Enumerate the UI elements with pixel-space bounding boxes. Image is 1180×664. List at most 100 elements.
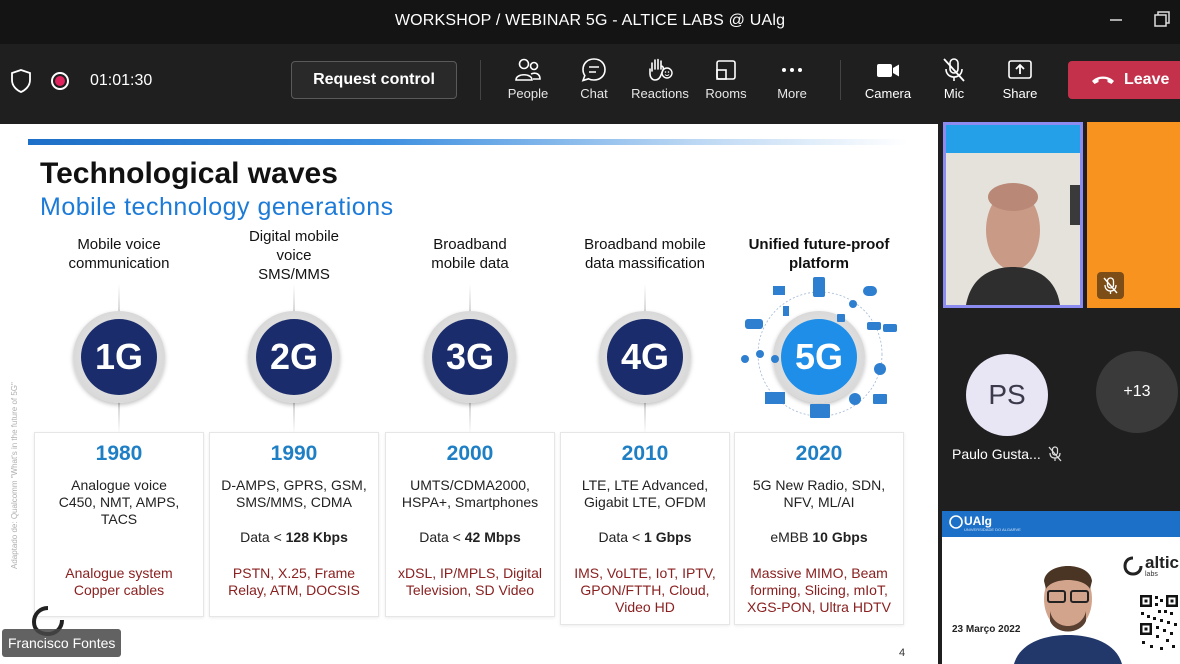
shield-icon[interactable] [10, 69, 32, 98]
generation-label: 4G [607, 319, 683, 395]
generation-tech: SMS/MMS, CDMA [236, 494, 352, 510]
event-date: 23 Março 2022 [952, 624, 1021, 635]
window-titlebar: WORKSHOP / WEBINAR 5G - ALTICE LABS @ UA… [0, 0, 1180, 44]
share-button[interactable]: Share [987, 56, 1053, 108]
generation-infra: Massive MIMO, Beam [750, 565, 888, 581]
toolbar-divider [840, 60, 841, 100]
presenter-video-tile[interactable]: UAlg UNIVERSIDADE DO ALGARVE 23 Março 20… [942, 511, 1180, 664]
generation-tech: D-AMPS, GPRS, GSM, [221, 477, 367, 493]
network-node-icon [771, 355, 779, 363]
data-rate-value: 10 Gbps [812, 529, 868, 545]
5g-usecase-icons [741, 277, 897, 418]
generation-tech: C450, NMT, AMPS, [58, 494, 180, 510]
chat-button[interactable]: Chat [561, 56, 627, 108]
generation-column-1g: Mobile voice communication 1G 1980 Analo… [34, 124, 204, 664]
presenter-video-feed-icon [1014, 566, 1122, 664]
generation-card [734, 432, 904, 625]
participant-video-feed-icon [946, 125, 1080, 305]
people-button[interactable]: People [495, 56, 561, 108]
altice-logo-icon [1123, 556, 1143, 576]
rooms-button[interactable]: Rooms [693, 56, 759, 108]
generation-data-rate: Data < 1 Gbps [560, 529, 730, 546]
column-heading: Broadband mobile [584, 236, 706, 253]
mic-off-icon [1097, 272, 1124, 299]
display-icon [873, 394, 887, 404]
camera-label: Camera [864, 86, 912, 101]
generation-column-3g: Broadband mobile data 3G 2000 UMTS/CDMA2… [385, 124, 555, 664]
ualg-logo-icon [949, 515, 963, 529]
altice-brand: altic [1145, 553, 1180, 572]
column-heading: data massification [584, 255, 706, 272]
robot-icon [874, 363, 886, 375]
toolbar-divider [480, 60, 481, 100]
mic-button[interactable]: Mic [921, 56, 987, 108]
column-heading: voice [276, 247, 312, 264]
generation-infra: Analogue system [65, 565, 173, 581]
generation-year: 1990 [270, 442, 318, 465]
rooms-label: Rooms [705, 86, 747, 101]
more-icon [759, 56, 825, 84]
generation-column-5g: Unified future-proof platform 5G 2020 5G… [734, 124, 904, 664]
camera-icon [855, 56, 921, 84]
minimize-icon[interactable] [1104, 10, 1128, 34]
generation-tech: TACS [100, 511, 138, 527]
generation-badge: 2G [248, 311, 340, 403]
generation-infra: XGS-PON, Ultra HDTV [747, 599, 891, 615]
generation-infra: forming, Slicing, mIoT, [750, 582, 888, 598]
camera-button[interactable]: Camera [855, 56, 921, 108]
generation-tech: LTE, LTE Advanced, [581, 477, 709, 493]
screen-icon [773, 286, 785, 295]
generation-year: 2000 [446, 442, 494, 465]
generation-label: 1G [81, 319, 157, 395]
chip-icon [837, 314, 845, 322]
column-heading: Mobile voice [77, 236, 161, 253]
generation-infra: xDSL, IP/MPLS, Digital [398, 565, 542, 581]
participant-avatar[interactable]: PS [966, 354, 1048, 436]
meeting-timer: 01:01:30 [90, 72, 153, 89]
share-label: Share [1002, 86, 1038, 101]
request-control-button[interactable]: Request control [291, 61, 457, 99]
data-rate-prefix: Data < [240, 529, 286, 545]
slide-title: Technological waves [40, 157, 338, 190]
generation-data-rate: Data < 42 Mbps [385, 529, 555, 546]
factory-icon [765, 392, 785, 404]
router-icon [863, 286, 877, 296]
restore-icon[interactable] [1150, 10, 1174, 34]
slide-subtitle: Mobile technology generations [40, 193, 394, 221]
altice-brand-sub: labs [1145, 571, 1158, 578]
meeting-toolbar: 01:01:30 Request control People Chat Rea… [0, 44, 1180, 118]
sensor-icon [849, 300, 857, 308]
slide-accent-bar [28, 139, 908, 145]
network-node-icon [756, 350, 764, 358]
reactions-label: Reactions [631, 86, 689, 101]
generation-tech: UMTS/CDMA2000, [410, 477, 530, 493]
column-heading: mobile data [431, 255, 509, 272]
column-heading: platform [789, 255, 849, 272]
generation-infra: IMS, VoLTE, IoT, IPTV, [574, 565, 716, 581]
data-rate-prefix: eMBB [770, 529, 813, 545]
generation-infra: GPON/FTTH, Cloud, [580, 582, 710, 598]
participant-video-tile[interactable] [943, 122, 1083, 308]
slide-credit: Adaptado de: Qualcomm "What's in the fut… [10, 382, 19, 569]
data-rate-prefix: Data < [419, 529, 465, 545]
leave-button[interactable]: Leave [1068, 61, 1180, 99]
generation-badge: 4G [599, 311, 691, 403]
more-participants-button[interactable]: +13 [1096, 351, 1178, 433]
reactions-button[interactable]: Reactions [627, 56, 693, 108]
more-button[interactable]: More [759, 56, 825, 108]
reactions-icon [627, 56, 693, 84]
generation-label: 2G [256, 319, 332, 395]
column-heading: communication [68, 255, 170, 272]
network-node-icon [741, 355, 749, 363]
generation-year: 1980 [95, 442, 143, 465]
generation-year: 2010 [621, 442, 669, 465]
data-rate-prefix: Data < [598, 529, 645, 545]
mic-label: Mic [943, 86, 965, 101]
drone-icon [849, 393, 861, 405]
data-rate-value: 42 Mbps [464, 529, 521, 545]
car-icon [867, 322, 881, 330]
generation-data-rate: eMBB 10 Gbps [734, 529, 904, 546]
chat-label: Chat [580, 86, 608, 101]
data-rate-value: 128 Kbps [285, 529, 348, 545]
shared-slide: Technological waves Mobile technology ge… [0, 124, 938, 664]
